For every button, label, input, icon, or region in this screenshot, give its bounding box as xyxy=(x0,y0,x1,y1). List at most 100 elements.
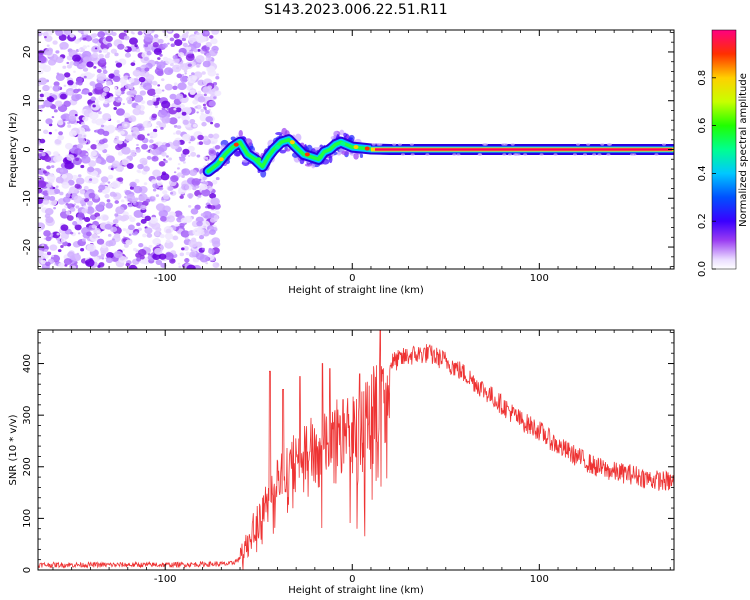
noise-speck xyxy=(146,51,152,56)
noise-speck xyxy=(197,90,202,95)
noise-speck xyxy=(85,153,89,156)
colorbar-label: Normalized spectral amplitude xyxy=(738,73,749,227)
noise-speck xyxy=(213,214,220,220)
noise-speck xyxy=(181,247,185,251)
noise-speck xyxy=(91,224,97,229)
noise-speck xyxy=(127,99,133,105)
noise-speck xyxy=(170,175,179,183)
noise-speck xyxy=(112,75,121,83)
noise-speck xyxy=(89,111,99,120)
noise-speck xyxy=(114,86,118,90)
noise-speck xyxy=(105,257,113,264)
noise-speck xyxy=(151,113,158,119)
noise-speck xyxy=(173,33,180,39)
noise-speck xyxy=(193,48,198,53)
snr-panel: -100 0 100 0 100 200 300 400 Height of straight… xyxy=(8,329,675,596)
noise-speck xyxy=(96,142,106,151)
noise-speck xyxy=(167,30,173,33)
noise-speck xyxy=(208,100,216,107)
noise-speck xyxy=(152,238,161,246)
noise-speck xyxy=(146,150,149,153)
noise-speck xyxy=(137,31,143,36)
noise-speck xyxy=(130,62,136,67)
noise-speck xyxy=(155,227,162,233)
noise-speck xyxy=(163,160,168,164)
noise-speck xyxy=(195,252,205,260)
noise-speck xyxy=(56,155,63,161)
noise-speck xyxy=(179,195,184,199)
noise-speck xyxy=(86,231,92,237)
noise-speck xyxy=(208,149,217,157)
noise-speck xyxy=(38,187,43,194)
noise-speck xyxy=(142,120,152,128)
noise-speck xyxy=(192,124,197,128)
noise-speck xyxy=(40,259,47,265)
noise-speck xyxy=(124,123,128,127)
noise-speck xyxy=(137,134,146,141)
colorbar-tick-label: 0.0 xyxy=(697,261,708,277)
noise-speck xyxy=(76,143,84,149)
noise-speck xyxy=(196,220,203,227)
noise-speck xyxy=(215,177,220,181)
band-speck xyxy=(371,143,376,146)
noise-speck xyxy=(57,120,64,126)
noise-speck xyxy=(114,233,121,239)
noise-speck xyxy=(105,240,114,247)
noise-speck xyxy=(38,180,47,189)
colorbar-tick-label: 0.6 xyxy=(697,118,708,134)
noise-speck xyxy=(201,121,207,127)
noise-speck xyxy=(132,108,142,116)
noise-speck xyxy=(182,33,189,39)
noise-speck xyxy=(205,262,209,265)
noise-speck xyxy=(144,67,150,72)
noise-speck xyxy=(152,42,159,48)
noise-speck xyxy=(159,144,168,152)
noise-speck xyxy=(161,116,171,124)
noise-speck xyxy=(147,253,151,256)
noise-speck xyxy=(51,254,55,258)
band-speck xyxy=(606,143,611,146)
noise-speck xyxy=(130,31,134,34)
noise-speck xyxy=(75,205,80,209)
noise-speck xyxy=(65,211,71,215)
noise-speck xyxy=(173,107,177,111)
trace-hotspot xyxy=(317,154,323,159)
noise-speck xyxy=(128,115,137,122)
noise-speck xyxy=(116,119,121,123)
noise-speck xyxy=(99,57,106,64)
trace-halo xyxy=(208,154,216,162)
noise-speck xyxy=(188,141,191,144)
noise-speck xyxy=(134,178,140,184)
noise-speck xyxy=(210,38,218,45)
noise-speck xyxy=(181,168,191,176)
noise-speck xyxy=(81,155,91,164)
noise-speck xyxy=(155,125,159,129)
noise-speck xyxy=(137,227,142,231)
noise-speck xyxy=(60,245,64,248)
snr-series-line xyxy=(38,330,674,570)
trace-hotspot xyxy=(304,152,310,157)
noise-speck xyxy=(209,35,214,39)
noise-speck xyxy=(118,255,127,263)
noise-speck xyxy=(98,184,106,191)
noise-speck xyxy=(67,79,74,86)
noise-speck xyxy=(172,54,178,60)
noise-speck xyxy=(142,233,147,238)
noise-speck xyxy=(114,52,119,57)
noise-speck xyxy=(100,124,105,128)
noise-speck xyxy=(162,43,168,48)
noise-speck xyxy=(177,82,187,91)
noise-speck xyxy=(43,92,51,98)
noise-speck xyxy=(82,37,87,41)
noise-speck xyxy=(76,77,83,83)
band-speck xyxy=(409,143,414,146)
noise-speck xyxy=(146,233,153,238)
noise-speck xyxy=(113,97,119,101)
noise-speck xyxy=(104,193,110,199)
noise-speck xyxy=(82,67,89,72)
noise-speck xyxy=(98,111,102,115)
noise-speck xyxy=(89,233,99,242)
noise-speck xyxy=(67,179,75,186)
noise-speck xyxy=(108,96,115,102)
